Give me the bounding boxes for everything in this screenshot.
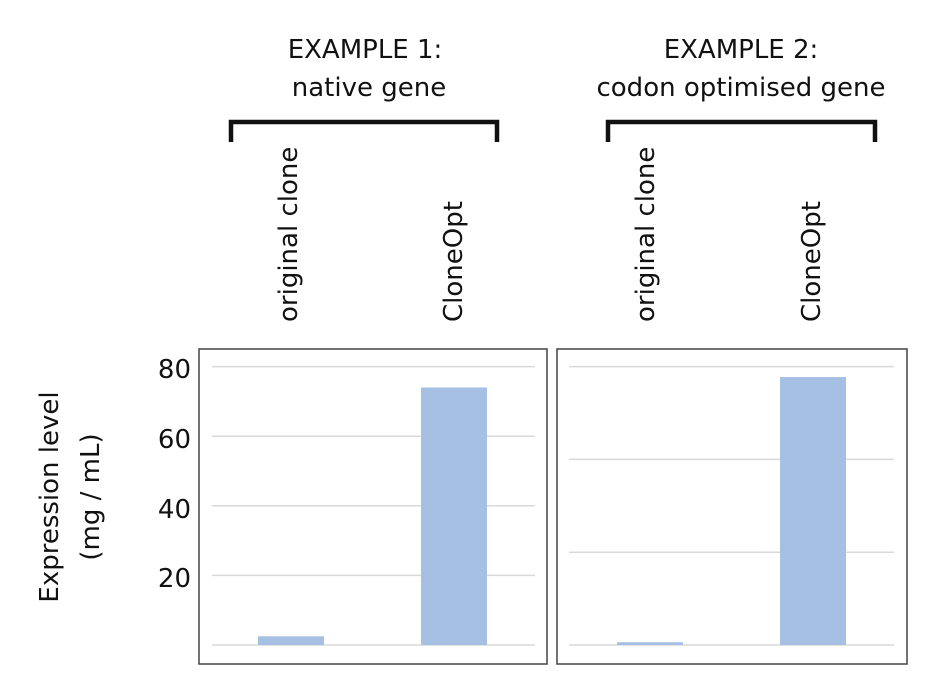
panel-1-category-label-1: original clone xyxy=(274,147,304,322)
panel-1-bracket xyxy=(228,119,500,142)
panel-2-bar-original-clone xyxy=(617,642,683,645)
panel-1-category-label-2: CloneOpt xyxy=(439,201,469,322)
panel-2-category-label-1: original clone xyxy=(631,147,661,322)
panel-2-title-line-1: EXAMPLE 2: xyxy=(664,35,819,65)
panel-1-frame xyxy=(198,348,548,665)
y-axis-label: Expression level xyxy=(35,391,65,602)
panel-1-title-line-2: native gene xyxy=(292,73,446,103)
bars xyxy=(258,377,846,645)
panel-2-title-line-2: codon optimised gene xyxy=(596,73,885,103)
y-tick-label-60: 60 xyxy=(158,425,191,455)
panel-2-category-label-2: CloneOpt xyxy=(797,201,827,322)
panel-2-bracket xyxy=(605,119,878,142)
panel-2-bar-cloneopt xyxy=(780,377,846,645)
y-tick-label-80: 80 xyxy=(158,355,191,385)
y-tick-label-40: 40 xyxy=(158,495,191,525)
panel-2-frame xyxy=(556,348,908,665)
y-axis-unit: (mg / mL) xyxy=(76,433,106,560)
panel-1-title-line-1: EXAMPLE 1: xyxy=(288,35,443,65)
y-tick-label-20: 20 xyxy=(158,564,191,594)
panel-1-bar-original-clone xyxy=(258,636,324,645)
panel-1-bar-cloneopt xyxy=(421,387,487,645)
